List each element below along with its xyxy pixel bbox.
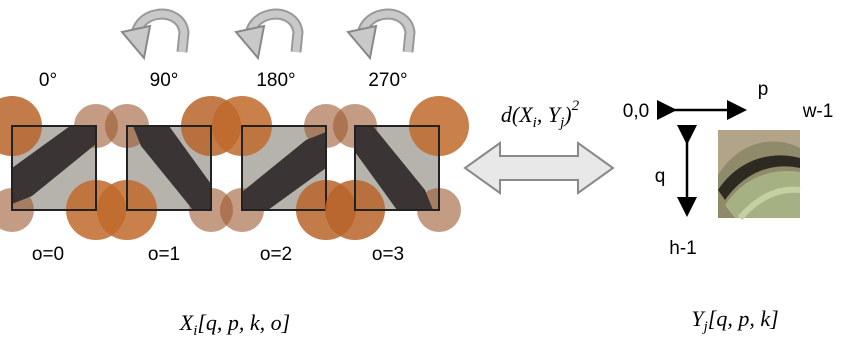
compare-arrow bbox=[465, 143, 613, 193]
caption-left: Xi[q, p, k, o] bbox=[179, 310, 291, 339]
height-label: q bbox=[655, 166, 666, 187]
patch-tile bbox=[325, 96, 469, 240]
height-end-label: h-1 bbox=[669, 238, 696, 259]
diagram: 0° 90° 180° 270° o=0 o=1 o=2 o=3 Xi[q, p… bbox=[0, 0, 856, 344]
width-end-label: w-1 bbox=[802, 101, 834, 122]
target-patch bbox=[718, 130, 800, 218]
orientation-label: o=0 bbox=[32, 244, 64, 265]
rotation-label: 180° bbox=[256, 70, 295, 91]
width-label: p bbox=[758, 79, 769, 100]
distance-formula: d(Xi, Yj)2 bbox=[501, 98, 580, 131]
rotation-label: 0° bbox=[39, 70, 57, 91]
caption-right: Yj[q, p, k] bbox=[691, 306, 778, 335]
orientation-label: o=2 bbox=[260, 244, 292, 265]
rotate-arrow bbox=[122, 14, 184, 58]
orientation-label: o=3 bbox=[372, 244, 404, 265]
orientation-label: o=1 bbox=[148, 244, 180, 265]
rotation-label: 90° bbox=[150, 70, 179, 91]
page: 0° 90° 180° 270° o=0 o=1 o=2 o=3 Xi[q, p… bbox=[0, 0, 856, 344]
rotation-label: 270° bbox=[368, 70, 407, 91]
origin-label: 0,0 bbox=[623, 101, 649, 122]
rotate-arrow bbox=[236, 14, 298, 58]
rotate-arrow bbox=[348, 14, 410, 58]
